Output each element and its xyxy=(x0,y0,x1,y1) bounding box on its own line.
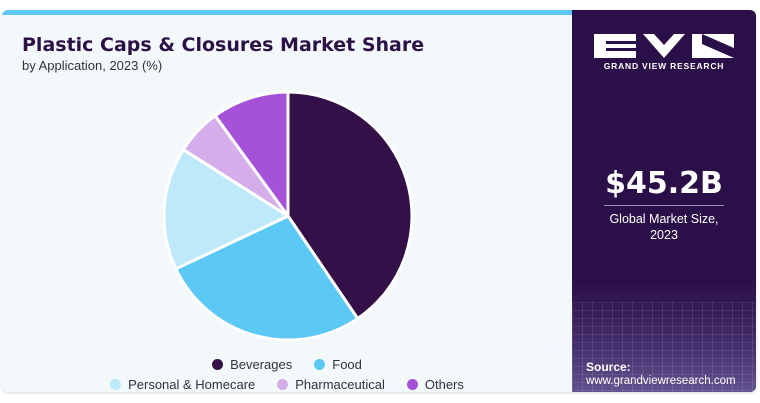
pie-slice-others xyxy=(213,90,290,218)
legend-item-food: Food xyxy=(314,357,362,372)
legend-item-others: Others xyxy=(406,376,464,392)
legend-label-others: Others xyxy=(424,376,464,392)
sidebar-panel: GRAND VIEW RESEARCH $45.2B Global Market… xyxy=(572,10,756,392)
accent-bar xyxy=(2,10,572,15)
legend-swatch-personal-homecare xyxy=(110,378,122,390)
grand-view-research-logo-icon xyxy=(594,34,734,58)
legend-label-food: Food xyxy=(332,356,362,372)
legend-label-pharmaceutical: Pharmaceutical xyxy=(295,376,385,392)
market-size-caption: Global Market Size, 2023 xyxy=(572,211,756,243)
pie-slice-food xyxy=(174,214,360,342)
legend-swatch-pharmaceutical xyxy=(277,378,289,390)
pie-chart xyxy=(162,90,414,342)
pie-slice-personal-homecare xyxy=(162,148,290,271)
sidebar-glow xyxy=(572,282,756,392)
legend-item-pharmaceutical: Pharmaceutical xyxy=(277,377,385,392)
chart-subtitle: by Application, 2023 (%) xyxy=(22,58,163,73)
chart-legend: Beverages Food Personal & Homecare Pharm… xyxy=(2,354,572,392)
legend-item-personal-homecare: Personal & Homecare xyxy=(110,377,255,392)
market-size-caption-line1: Global Market Size, xyxy=(609,212,719,226)
value-divider xyxy=(604,205,724,206)
sidebar-grid-pattern xyxy=(572,302,756,392)
legend-item-beverages: Beverages xyxy=(212,357,292,372)
legend-label-personal-homecare: Personal & Homecare xyxy=(128,376,256,392)
market-size-caption-line2: 2023 xyxy=(650,228,678,242)
pie-slice-beverages xyxy=(286,90,414,321)
brand-name: GRAND VIEW RESEARCH xyxy=(603,61,725,71)
source-label: Source: xyxy=(586,360,631,374)
chart-card: Plastic Caps & Closures Market Share by … xyxy=(2,10,756,392)
legend-swatch-beverages xyxy=(212,358,224,370)
legend-swatch-food xyxy=(314,358,326,370)
legend-swatch-others xyxy=(406,378,418,390)
chart-title: Plastic Caps & Closures Market Share xyxy=(22,34,425,56)
source-link[interactable]: www.grandviewresearch.com xyxy=(586,375,736,387)
legend-label-beverages: Beverages xyxy=(230,356,293,372)
market-size-value: $45.2B xyxy=(605,166,723,201)
legend-row-2: Personal & Homecare Pharmaceutical Other… xyxy=(2,374,572,392)
legend-row-1: Beverages Food xyxy=(2,354,572,374)
